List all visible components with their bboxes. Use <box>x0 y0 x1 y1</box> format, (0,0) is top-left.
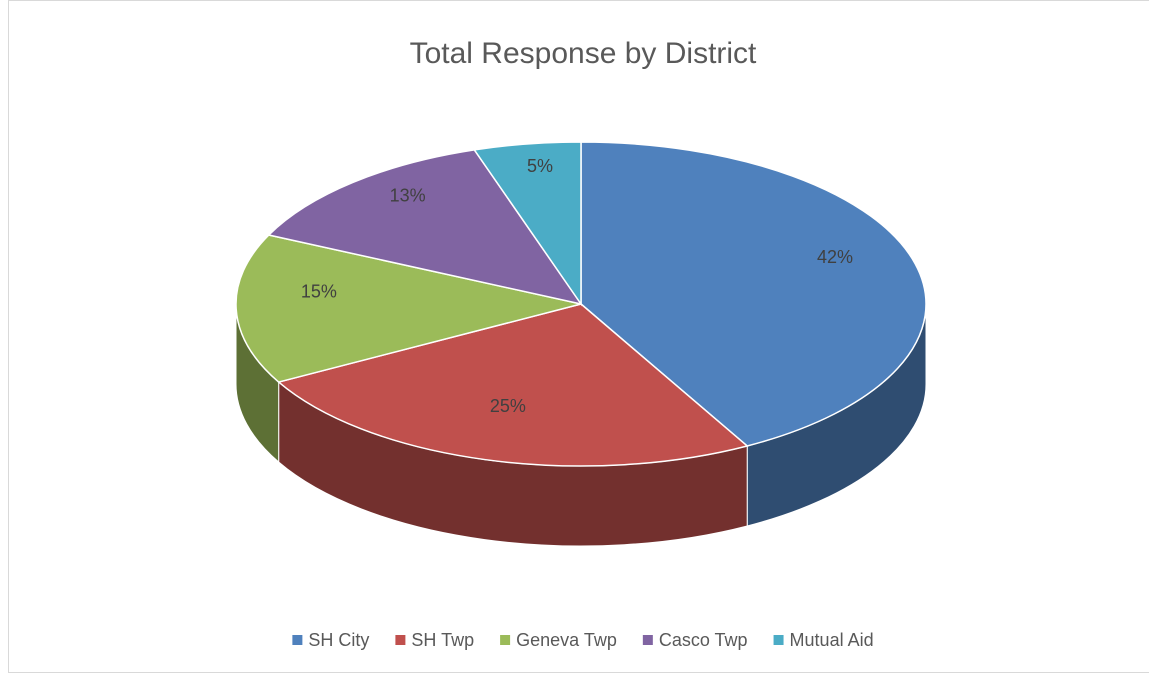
legend-swatch <box>395 635 406 645</box>
data-label: 25% <box>490 396 526 416</box>
slice <box>473 141 582 307</box>
legend-label: Casco Twp <box>659 630 748 650</box>
legend-swatch <box>773 635 784 645</box>
legend-swatch <box>292 635 303 645</box>
data-label: 42% <box>817 247 853 267</box>
legend-swatch <box>500 635 511 645</box>
legend-label: Mutual Aid <box>790 630 874 650</box>
legend-swatch <box>642 635 653 645</box>
legend: SH City SH Twp Geneva Twp Casco Twp Mutual A… <box>292 630 874 650</box>
slice <box>267 149 583 306</box>
data-label: 5% <box>527 156 553 176</box>
chart-title: Total Response by District <box>410 37 757 70</box>
data-label: 13% <box>390 185 426 205</box>
legend-label: SH Twp <box>411 630 474 650</box>
data-label: 15% <box>301 282 337 302</box>
legend-label: Geneva Twp <box>516 630 617 650</box>
slice <box>277 303 749 467</box>
legend-label: SH City <box>308 630 369 650</box>
slice <box>235 234 582 383</box>
slice <box>580 141 927 447</box>
